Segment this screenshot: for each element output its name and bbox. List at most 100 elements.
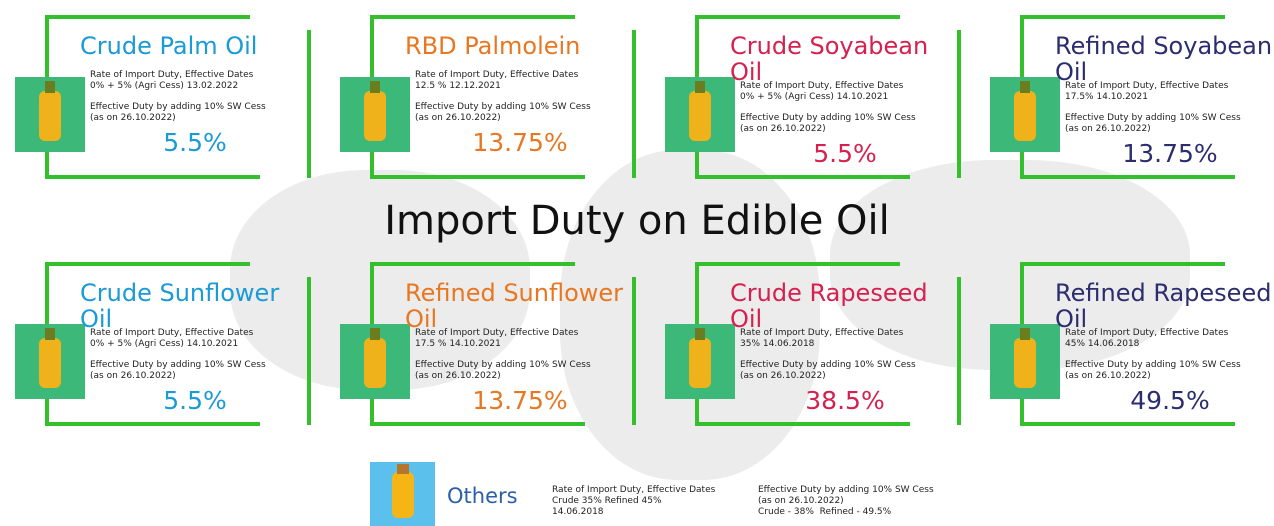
bracket bbox=[45, 422, 260, 426]
bottle-neck bbox=[1020, 81, 1030, 93]
text: (as on 26.10.2022) bbox=[740, 371, 826, 381]
card-title: Refined Rapeseed Oil bbox=[1055, 279, 1272, 333]
bottle-neck bbox=[370, 328, 380, 340]
text: 45% 14.06.2018 bbox=[1065, 339, 1140, 349]
bottle-neck bbox=[45, 81, 55, 93]
duty-info: Rate of Import Duty, Effective Dates 45% … bbox=[1065, 328, 1241, 382]
oil-icon bbox=[340, 77, 410, 152]
text: Crude 35% Refined 45% bbox=[552, 496, 662, 506]
oil-card: Refined Rapeseed Oil Rate of Import Duty,… bbox=[990, 262, 1274, 437]
text: Rate of Import Duty, Effective Dates bbox=[740, 81, 904, 91]
oil-icon bbox=[15, 324, 85, 399]
bracket bbox=[307, 30, 311, 178]
bracket bbox=[45, 262, 250, 266]
oil-card: RBD Palmolein Rate of Import Duty, Effect… bbox=[340, 15, 650, 190]
bracket bbox=[1020, 422, 1235, 426]
bottle-neck bbox=[695, 328, 705, 340]
effective-duty: 5.5% bbox=[813, 139, 877, 168]
bracket bbox=[370, 262, 575, 266]
text: Effective Duty by adding 10% SW Cess bbox=[1065, 113, 1241, 123]
effective-duty: 38.5% bbox=[805, 386, 885, 415]
text: Effective Duty by adding 10% SW Cess bbox=[415, 360, 591, 370]
text: Effective Duty by adding 10% SW Cess bbox=[1065, 360, 1241, 370]
duty-info: Rate of Import Duty, Effective Dates 0% +… bbox=[90, 328, 266, 382]
bracket bbox=[957, 30, 961, 178]
bottle bbox=[39, 91, 61, 141]
oil-card: Crude Palm Oil Rate of Import Duty, Effec… bbox=[15, 15, 325, 190]
bottle bbox=[689, 91, 711, 141]
bracket bbox=[307, 277, 311, 425]
effective-duty: 5.5% bbox=[163, 128, 227, 157]
bracket bbox=[632, 277, 636, 425]
text: Effective Duty by adding 10% SW Cess bbox=[90, 360, 266, 370]
bracket bbox=[632, 30, 636, 178]
bracket bbox=[45, 175, 260, 179]
bottle bbox=[364, 338, 386, 388]
text: 12.5 % 12.12.2021 bbox=[415, 81, 501, 91]
text: 17.5 % 14.10.2021 bbox=[415, 339, 501, 349]
text: (as on 26.10.2022) bbox=[740, 124, 826, 134]
duty-info: Rate of Import Duty, Effective Dates 0% +… bbox=[90, 70, 266, 124]
bottle bbox=[1014, 338, 1036, 388]
bottle-neck bbox=[1020, 328, 1030, 340]
spacer bbox=[1065, 350, 1241, 360]
others-effective: Effective Duty by adding 10% SW Cess (as… bbox=[758, 485, 934, 518]
text: Effective Duty by adding 10% SW Cess bbox=[90, 102, 266, 112]
bottle-neck bbox=[695, 81, 705, 93]
effective-duty: 5.5% bbox=[163, 386, 227, 415]
spacer bbox=[740, 103, 916, 113]
text: Effective Duty by adding 10% SW Cess bbox=[740, 113, 916, 123]
bottle-neck bbox=[370, 81, 380, 93]
bracket bbox=[370, 422, 585, 426]
oil-icon bbox=[15, 77, 85, 152]
card-title: Crude Sunflower Oil bbox=[80, 279, 280, 333]
text: Rate of Import Duty, Effective Dates bbox=[740, 328, 904, 338]
main-title: Import Duty on Edible Oil bbox=[384, 198, 890, 244]
text: 14.06.2018 bbox=[552, 507, 604, 517]
bottle-neck bbox=[45, 328, 55, 340]
text: (as on 26.10.2022) bbox=[415, 371, 501, 381]
text: Rate of Import Duty, Effective Dates bbox=[90, 328, 254, 338]
text: Rate of Import Duty, Effective Dates bbox=[415, 328, 579, 338]
text: 0% + 5% (Agri Cess) 14.10.2021 bbox=[90, 339, 239, 349]
oil-icon bbox=[665, 77, 735, 152]
spacer bbox=[90, 350, 266, 360]
text: Effective Duty by adding 10% SW Cess bbox=[758, 485, 934, 495]
card-title: Crude Palm Oil bbox=[80, 32, 258, 60]
effective-duty: 13.75% bbox=[472, 386, 568, 415]
text: Crude - 38% Refined - 49.5% bbox=[758, 507, 892, 517]
text: Rate of Import Duty, Effective Dates bbox=[1065, 328, 1229, 338]
text: (as on 26.10.2022) bbox=[1065, 124, 1151, 134]
oil-card: Crude Rapeseed Oil Rate of Import Duty, E… bbox=[665, 262, 975, 437]
text: Rate of Import Duty, Effective Dates bbox=[552, 485, 716, 495]
text: (as on 26.10.2022) bbox=[758, 496, 844, 506]
text: Effective Duty by adding 10% SW Cess bbox=[415, 102, 591, 112]
oil-card: Refined Sunflower Oil Rate of Import Duty… bbox=[340, 262, 650, 437]
bracket bbox=[957, 277, 961, 425]
oil-icon bbox=[990, 324, 1060, 399]
bracket bbox=[1020, 15, 1225, 19]
duty-info: Rate of Import Duty, Effective Dates 0% +… bbox=[740, 81, 916, 135]
bracket bbox=[695, 262, 900, 266]
spacer bbox=[740, 350, 916, 360]
text: Rate of Import Duty, Effective Dates bbox=[90, 70, 254, 80]
oil-icon bbox=[990, 77, 1060, 152]
text: (as on 26.10.2022) bbox=[90, 113, 176, 123]
bracket bbox=[45, 15, 250, 19]
duty-info: Rate of Import Duty, Effective Dates 12.5… bbox=[415, 70, 591, 124]
bracket bbox=[695, 175, 910, 179]
bottle bbox=[364, 91, 386, 141]
spacer bbox=[90, 92, 266, 102]
card-title: Crude Rapeseed Oil bbox=[730, 279, 928, 333]
bracket bbox=[695, 15, 900, 19]
oil-card: Crude Sunflower Oil Rate of Import Duty, … bbox=[15, 262, 325, 437]
text: (as on 26.10.2022) bbox=[1065, 371, 1151, 381]
spacer bbox=[415, 92, 591, 102]
text: 35% 14.06.2018 bbox=[740, 339, 815, 349]
duty-info: Rate of Import Duty, Effective Dates 17.5… bbox=[1065, 81, 1241, 135]
bracket bbox=[1020, 175, 1235, 179]
bottle bbox=[689, 338, 711, 388]
oil-icon bbox=[665, 324, 735, 399]
oil-card: Refined Soyabean Oil Rate of Import Duty,… bbox=[990, 15, 1274, 190]
effective-duty: 13.75% bbox=[472, 128, 568, 157]
